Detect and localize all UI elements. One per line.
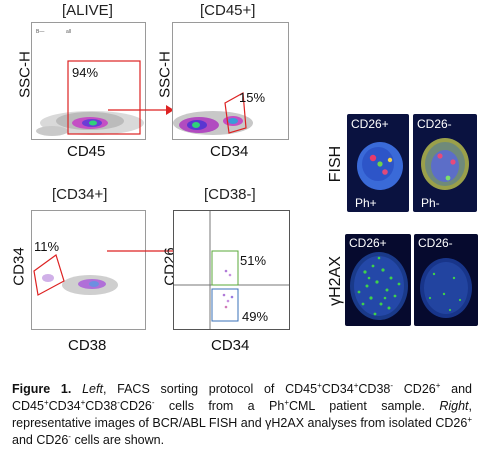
cd45-plot xyxy=(172,22,289,140)
cd45-scatter xyxy=(173,92,253,135)
caption-text: CD38 xyxy=(358,382,391,396)
caption-sup: - xyxy=(117,397,120,407)
fish-cd26-neg-image: CD26- Ph- xyxy=(413,114,477,212)
cd34-plot xyxy=(31,210,146,330)
caption-text: , FACS sorting protocol of CD45 xyxy=(102,382,318,396)
caption-text: CML patient sample. xyxy=(288,399,440,413)
cd45-gate-pct: 15% xyxy=(239,90,266,105)
caption-sup: + xyxy=(317,380,322,390)
caption-text: CD26 xyxy=(119,399,152,413)
cd45-event-cloud xyxy=(173,111,253,135)
caption-sup: + xyxy=(467,414,472,424)
caption-text: CD34 xyxy=(48,399,81,413)
fish-cd26-pos-image: CD26+ Ph+ xyxy=(347,114,409,212)
caption-sup: + xyxy=(284,397,289,407)
fish-row-label: FISH xyxy=(327,145,344,183)
caption-sup: - xyxy=(68,431,71,441)
caption-figure-label: Figure 1. xyxy=(12,382,72,396)
alive-event-cloud xyxy=(36,111,144,136)
cd45-ylabel: SSC-H xyxy=(156,51,174,98)
caption-sup: + xyxy=(353,380,359,390)
caption-sup: - xyxy=(390,380,394,390)
caption-text: cells from a Ph xyxy=(154,399,285,413)
h2ax-cd26-neg-nucleus xyxy=(420,258,472,318)
alive-gate-pct: 94% xyxy=(72,65,99,80)
alive-xlabel: CD45 xyxy=(67,143,106,160)
caption-text: and CD45 xyxy=(12,382,472,413)
caption-sup: + xyxy=(43,397,49,407)
caption-text: and CD26 xyxy=(12,433,69,447)
fish-cd26-pos-label: CD26+ xyxy=(351,117,389,131)
caption-sup: + xyxy=(435,380,441,390)
cd34-event-cloud xyxy=(42,274,118,295)
alive-plot: B— all xyxy=(31,22,146,140)
h2ax-pos-foci xyxy=(357,256,401,316)
h2ax-cd26-pos-label: CD26+ xyxy=(349,236,387,250)
alive-gate xyxy=(67,60,141,135)
h2ax-cd26-neg-image: CD26- xyxy=(414,234,478,326)
cd34-gate xyxy=(33,254,65,296)
cd38-xlabel: CD34 xyxy=(211,337,250,354)
cd45-xlabel: CD34 xyxy=(210,143,249,160)
cd38-event-cloud xyxy=(222,269,234,309)
h2ax-cd26-neg-label: CD26- xyxy=(418,236,453,250)
cd38-gate-lower-pct: 49% xyxy=(242,309,269,324)
caption-text: cells are shown. xyxy=(70,433,165,447)
caption-sup: + xyxy=(80,397,86,407)
cd34-scatter xyxy=(33,254,118,296)
caption-sup: - xyxy=(151,397,155,407)
gate-arrow-1 xyxy=(108,105,174,115)
caption-text: , representative images of BCR/ABL FISH … xyxy=(12,399,473,430)
caption-text: CD34 xyxy=(321,382,354,396)
cd34-title: [CD34+] xyxy=(52,186,108,203)
cd38-gate-upper-pct: 51% xyxy=(240,253,267,268)
h2ax-cd26-pos-nucleus xyxy=(350,252,408,320)
alive-tag-right: all xyxy=(66,29,71,35)
caption-text: CD26 xyxy=(403,382,436,396)
caption-right: Right xyxy=(439,399,469,413)
cd45-gate xyxy=(224,92,247,134)
cd45-title: [CD45+] xyxy=(200,2,256,19)
h2ax-neg-foci xyxy=(428,272,462,312)
cd38-scatter xyxy=(174,211,289,329)
fish-cd26-pos-nucleus xyxy=(357,142,403,190)
alive-tag-left: B— xyxy=(36,29,44,35)
cd34-gate-pct: 11% xyxy=(34,239,60,254)
fish-cd26-neg-nucleus xyxy=(421,138,469,190)
fish-cd26-neg-label: CD26- xyxy=(417,117,452,131)
cd38-gate-lower xyxy=(211,288,239,322)
fish-ph-pos-label: Ph+ xyxy=(355,196,377,210)
caption-text: CD38 xyxy=(85,399,118,413)
caption-left: Left xyxy=(82,382,103,396)
cd34-ylabel: CD34 xyxy=(10,247,28,286)
h2ax-cd26-pos-image: CD26+ xyxy=(345,234,411,326)
figure-caption: Figure 1. Left, FACS sorting protocol of… xyxy=(12,381,472,449)
cd38-gate-upper xyxy=(211,250,239,286)
alive-title: [ALIVE] xyxy=(62,2,113,19)
cd38-plot xyxy=(173,210,290,330)
cd34-xlabel: CD38 xyxy=(68,337,107,354)
h2ax-row-label: γH2AX xyxy=(327,256,344,306)
fish-ph-neg-label: Ph- xyxy=(421,196,440,210)
alive-scatter: B— all xyxy=(36,29,144,136)
cd38-title: [CD38-] xyxy=(204,186,256,203)
